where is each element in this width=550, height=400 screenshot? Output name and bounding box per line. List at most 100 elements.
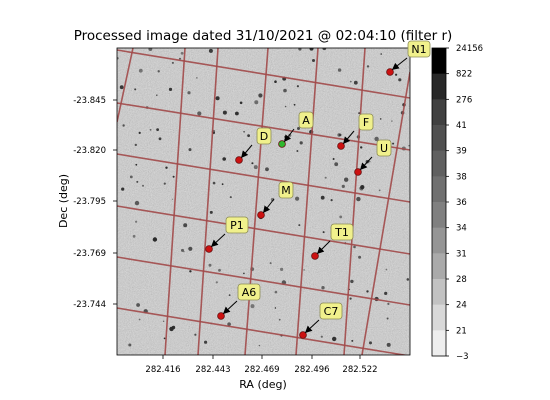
marker-m: M — [257, 181, 294, 219]
star-dot — [171, 198, 174, 200]
y-axis-label: Dec (deg) — [57, 174, 70, 228]
star-dot — [395, 73, 398, 76]
colorbar-tick-label: 24156 — [456, 44, 483, 54]
colorbar-tick-label: 24 — [456, 301, 467, 311]
grid-line — [117, 307, 409, 355]
star-dot — [229, 196, 232, 199]
star-dot — [280, 267, 284, 271]
star-dot — [284, 105, 287, 108]
star-dot — [360, 185, 365, 190]
marker-dot — [235, 156, 243, 164]
marker-label: C7 — [324, 305, 339, 318]
star-dot — [337, 68, 342, 72]
star-dot — [398, 78, 402, 82]
marker-arrow — [241, 144, 253, 159]
marker-arrow — [210, 233, 226, 247]
y-tick-label: -23.795 — [73, 197, 106, 207]
marker-label-box — [237, 283, 261, 301]
y-tick-label: -23.769 — [73, 249, 106, 259]
star-dot — [269, 262, 272, 265]
star-dot — [163, 182, 166, 185]
star-dot — [136, 180, 139, 183]
star-dot — [274, 80, 277, 83]
star-dot — [243, 130, 246, 133]
star-dot — [247, 134, 251, 138]
colorbar-tick-label: 38 — [456, 172, 467, 182]
star-dot — [374, 136, 379, 142]
grid-line — [244, 48, 269, 355]
marker-dot — [337, 142, 345, 150]
colorbar-tick-label: 39 — [456, 147, 467, 157]
star-dot — [136, 303, 141, 307]
star-dot — [208, 48, 213, 53]
star-dot — [168, 87, 173, 91]
star-dot — [163, 337, 166, 340]
grid-line — [117, 205, 410, 255]
y-tick-label: -23.820 — [73, 146, 106, 156]
colorbar-segment — [432, 150, 446, 177]
marker-dot — [278, 140, 286, 148]
star-dot — [350, 279, 354, 284]
star-dot — [228, 294, 231, 296]
star-dot — [122, 124, 125, 127]
star-dot — [299, 141, 303, 145]
x-axis-ticks: 282.416 282.443 282.469 282.496 282.522 — [145, 355, 378, 375]
star-dot — [406, 278, 410, 281]
star-dot — [297, 127, 300, 130]
marker-label-box — [330, 223, 354, 241]
star-dot — [165, 166, 168, 169]
star-dot — [380, 53, 383, 55]
star-dot — [227, 322, 231, 327]
marker-label-box — [278, 181, 294, 199]
star-dot — [386, 342, 391, 347]
star-dot — [369, 341, 372, 345]
marker-a: A — [278, 111, 314, 148]
star-dot — [134, 200, 140, 206]
colorbar-segment — [432, 202, 446, 229]
star-dot — [169, 326, 174, 332]
x-tick-label: 282.469 — [244, 365, 279, 375]
star-dot — [358, 255, 362, 259]
marker-label: U — [380, 142, 388, 155]
star-dot — [251, 162, 254, 165]
star-dot — [321, 286, 325, 290]
star-dot — [149, 129, 152, 131]
plot-frame — [116, 47, 411, 356]
star-dot — [218, 268, 221, 272]
coordinate-grid — [117, 48, 410, 355]
marker-dot — [386, 68, 394, 76]
star-dot — [274, 290, 278, 294]
marker-arrow — [284, 128, 295, 143]
star-dot — [181, 248, 184, 252]
star-dot — [332, 336, 337, 342]
star-dot — [391, 120, 393, 122]
marker-label: N1 — [411, 43, 426, 56]
marker-n1: N1 — [386, 40, 431, 76]
star-dot — [296, 150, 299, 152]
colorbar-segment — [432, 176, 446, 203]
star-dot — [258, 93, 263, 98]
star-dot — [204, 340, 208, 344]
star-dot — [222, 110, 227, 115]
grid-line — [117, 49, 410, 99]
star-field — [117, 48, 410, 347]
star-dot — [254, 100, 259, 105]
marker-label-box — [407, 40, 431, 58]
star-dot — [353, 245, 356, 249]
star-dot — [162, 320, 165, 322]
star-dot — [303, 269, 305, 271]
marker-label-box — [256, 127, 272, 145]
colorbar-segment — [432, 330, 446, 357]
star-dot — [353, 80, 358, 85]
marker-label: P1 — [230, 219, 244, 232]
colorbar-tick-label: 276 — [456, 95, 472, 105]
marker-label-box — [225, 216, 249, 234]
marker-label: T1 — [334, 226, 349, 239]
star-dot — [194, 333, 197, 336]
x-tick-label: 282.416 — [145, 365, 180, 375]
star-dot — [283, 88, 287, 93]
marker-arrow — [317, 240, 331, 254]
marker-arrow — [391, 57, 408, 70]
star-dot — [243, 272, 245, 275]
star-dot — [356, 196, 361, 202]
